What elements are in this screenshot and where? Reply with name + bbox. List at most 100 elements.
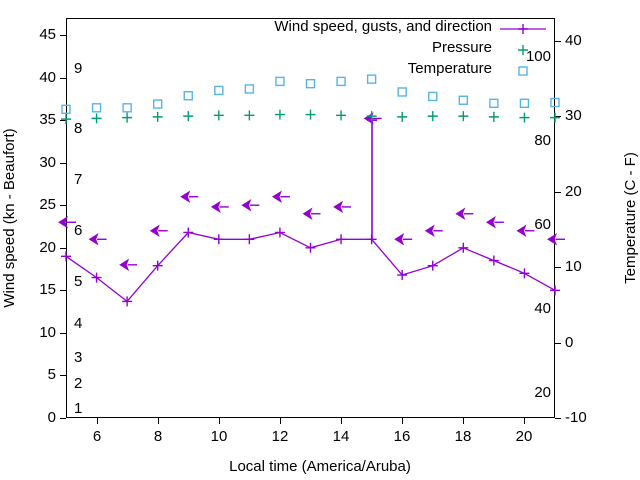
marker-plus	[183, 111, 194, 122]
wind-direction-arrow	[547, 233, 558, 246]
marker-plus	[152, 260, 163, 271]
axis-tick-mark	[60, 120, 66, 121]
axis-tick-mark	[60, 163, 66, 164]
axis-tick-label: 14	[332, 428, 350, 445]
axis-tick-label: 0	[47, 409, 56, 426]
axis-tick-label: 30	[39, 154, 56, 171]
axis-tick-mark	[555, 343, 561, 344]
beaufort-label: 6	[74, 221, 83, 239]
axis-tick-mark	[555, 41, 561, 42]
marker-plus	[458, 111, 469, 122]
legend-item[interactable]: Temperature	[150, 60, 492, 77]
axis-tick-label: 5	[47, 366, 56, 383]
marker-square	[91, 103, 102, 113]
fahrenheit-label: 80	[534, 132, 551, 150]
marker-plus	[519, 112, 530, 123]
axis-tick-label: -10	[565, 409, 587, 426]
marker-plus	[183, 227, 194, 238]
axis-tick-label: 30	[565, 107, 582, 124]
axis-tick-mark	[463, 418, 464, 424]
axis-tick-label: 40	[565, 32, 582, 49]
marker-plus	[336, 110, 347, 121]
marker-square	[397, 87, 407, 97]
wind-direction-arrow	[424, 224, 435, 238]
marker-square	[518, 66, 528, 76]
axis-tick-label: 40	[39, 69, 56, 86]
axis-tick-mark	[60, 418, 66, 419]
axis-tick-label: 20	[565, 183, 582, 200]
marker-plus	[305, 109, 316, 120]
marker-plus	[244, 110, 255, 121]
axis-tick-label: 10	[210, 428, 228, 445]
marker-plus	[488, 255, 499, 266]
x-axis-title: Local time (America/Aruba)	[229, 458, 411, 475]
marker-square	[122, 103, 132, 113]
marker-plus	[213, 110, 224, 121]
axis-tick-mark	[280, 418, 281, 424]
legend-item[interactable]: Pressure	[150, 39, 492, 56]
fahrenheit-label: 60	[534, 215, 551, 233]
marker-plus	[244, 234, 255, 245]
axis-tick-mark	[341, 418, 342, 424]
marker-square	[244, 84, 255, 94]
axis-tick-mark	[402, 418, 403, 424]
wind-direction-arrow	[241, 198, 252, 212]
axis-tick-label: 35	[39, 111, 56, 128]
axis-tick-label: 18	[454, 428, 472, 445]
axis-tick-mark	[158, 418, 159, 424]
wind-direction-arrow	[485, 216, 496, 229]
fahrenheit-label: 100	[525, 48, 551, 66]
marker-square	[275, 76, 285, 87]
legend-label: Temperature	[407, 60, 492, 77]
marker-plus	[366, 111, 377, 122]
axis-tick-mark	[524, 418, 525, 424]
axis-tick-label: 0	[565, 334, 574, 351]
wind-direction-arrow	[271, 190, 282, 203]
marker-plus	[427, 260, 438, 271]
fahrenheit-label: 20	[534, 384, 551, 402]
beaufort-label: 4	[74, 315, 83, 333]
marker-plus	[213, 234, 224, 245]
marker-plus	[397, 270, 408, 281]
marker-plus	[61, 114, 71, 125]
marker-plus	[61, 251, 71, 262]
axis-tick-mark	[60, 35, 66, 36]
legend-label: Wind speed, gusts, and direction	[274, 18, 492, 35]
marker-plus	[518, 24, 528, 34]
beaufort-label: 8	[74, 119, 83, 137]
marker-plus	[91, 113, 102, 124]
wind-direction-arrow	[394, 233, 405, 246]
marker-plus	[518, 45, 528, 55]
axis-tick-label: 10	[565, 258, 582, 275]
marker-square	[519, 98, 530, 108]
axis-tick-mark	[555, 192, 561, 193]
wind-direction-arrow	[58, 216, 69, 229]
wind-direction-arrow	[180, 190, 191, 203]
axis-tick-mark	[60, 290, 66, 291]
beaufort-label: 3	[74, 349, 83, 367]
beaufort-label: 7	[74, 170, 83, 188]
marker-plus	[366, 234, 377, 245]
marker-square	[214, 85, 224, 96]
axis-tick-mark	[555, 418, 561, 419]
legend-label: Pressure	[431, 39, 492, 56]
axis-tick-label: 16	[393, 428, 411, 445]
legend-item[interactable]: Wind speed, gusts, and direction	[150, 18, 492, 35]
marker-square	[458, 95, 469, 105]
marker-plus	[488, 111, 499, 122]
axis-tick-label: 8	[153, 428, 163, 445]
marker-square	[152, 99, 163, 109]
wind-direction-arrow	[516, 224, 527, 238]
axis-tick-label: 12	[271, 428, 289, 445]
axis-tick-mark	[60, 248, 66, 249]
marker-plus	[550, 112, 560, 123]
marker-plus	[91, 272, 102, 283]
marker-plus	[122, 296, 133, 307]
marker-square	[550, 97, 560, 108]
axis-tick-label: 25	[39, 196, 56, 213]
axis-tick-label: 45	[39, 26, 56, 43]
marker-plus	[305, 242, 316, 253]
axis-tick-mark	[219, 418, 220, 424]
marker-plus	[336, 234, 347, 245]
